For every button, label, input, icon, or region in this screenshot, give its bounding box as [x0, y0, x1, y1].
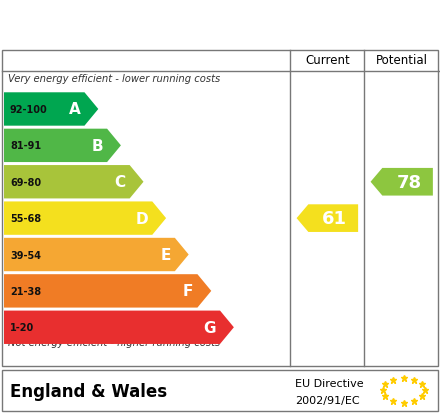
Text: 39-54: 39-54	[10, 250, 41, 260]
Polygon shape	[4, 311, 234, 344]
Polygon shape	[4, 238, 189, 271]
Text: Current: Current	[305, 54, 350, 67]
Text: Energy Efficiency Rating: Energy Efficiency Rating	[11, 14, 307, 34]
Text: 21-38: 21-38	[10, 286, 41, 296]
Text: 81-91: 81-91	[10, 141, 41, 151]
Text: E: E	[161, 247, 171, 262]
Text: 69-80: 69-80	[10, 177, 41, 187]
Text: 92-100: 92-100	[10, 105, 48, 115]
Text: C: C	[114, 175, 126, 190]
Text: Not energy efficient - higher running costs: Not energy efficient - higher running co…	[8, 338, 220, 348]
Text: 1-20: 1-20	[10, 323, 34, 332]
Text: A: A	[69, 102, 81, 117]
Text: G: G	[204, 320, 216, 335]
Polygon shape	[4, 166, 143, 199]
Text: D: D	[136, 211, 148, 226]
Text: F: F	[183, 284, 194, 299]
Polygon shape	[370, 169, 433, 196]
Text: Potential: Potential	[376, 54, 428, 67]
Polygon shape	[4, 93, 98, 126]
Text: 55-68: 55-68	[10, 214, 41, 223]
Polygon shape	[4, 129, 121, 163]
Text: England & Wales: England & Wales	[10, 382, 167, 400]
Text: 78: 78	[396, 173, 422, 191]
Polygon shape	[4, 275, 211, 308]
Text: EU Directive: EU Directive	[295, 377, 363, 388]
Polygon shape	[297, 205, 358, 233]
Text: B: B	[92, 138, 103, 154]
Text: 2002/91/EC: 2002/91/EC	[295, 395, 359, 405]
Text: 61: 61	[322, 210, 347, 228]
Text: Very energy efficient - lower running costs: Very energy efficient - lower running co…	[8, 74, 220, 84]
Polygon shape	[4, 202, 166, 235]
